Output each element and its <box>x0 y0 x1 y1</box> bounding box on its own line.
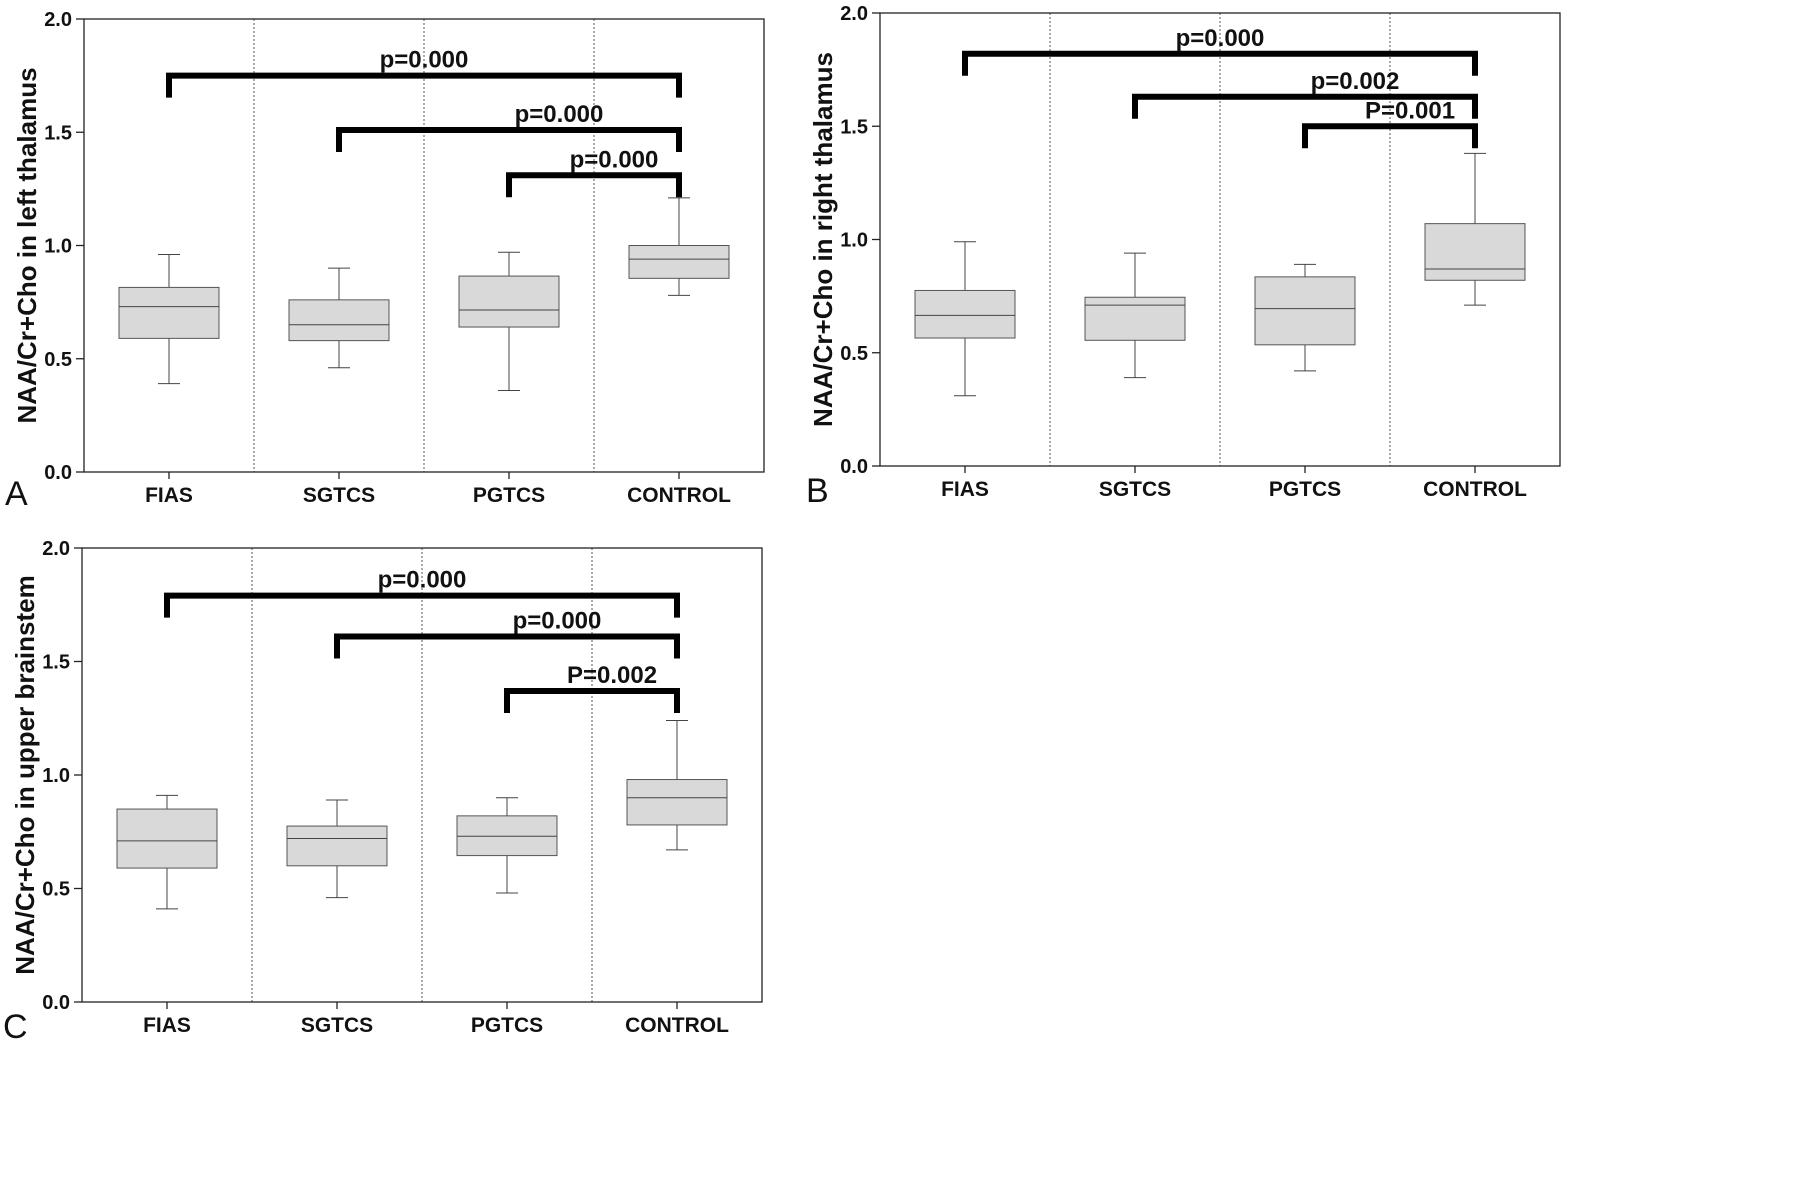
box-plot-sgtcs <box>1084 252 1186 379</box>
bracket-line <box>506 172 682 198</box>
box-plot-pgtcs <box>456 797 558 894</box>
y-tick-label: 1.5 <box>44 122 72 144</box>
p-value-label: p=0.000 <box>380 47 469 74</box>
y-tick-label: 1.5 <box>840 116 868 138</box>
y-tick-label: 0.5 <box>44 349 72 371</box>
panel-label: A <box>5 475 28 513</box>
y-tick-label: 1.5 <box>42 652 70 674</box>
panel-a-chart: 0.0 0.5 1.0 1.5 2.0 NAA/Cr+Cho in left thalam… <box>5 9 765 513</box>
significance-bracket: p=0.000 <box>166 47 682 98</box>
x-tick-label: CONTROL <box>625 1014 729 1037</box>
p-value-label: p=0.000 <box>1176 25 1265 52</box>
p-value-label: P=0.002 <box>567 662 657 689</box>
p-value-label: p=0.000 <box>378 567 467 594</box>
significance-bracket: p=0.000 <box>334 608 680 659</box>
y-tick-label: 0.5 <box>42 879 70 901</box>
bracket-line <box>166 72 682 98</box>
x-tick-label: PGTCS <box>1269 478 1341 501</box>
bracket-line <box>962 50 1478 76</box>
x-tick-label: FIAS <box>941 478 989 501</box>
box-plot-control <box>628 197 730 296</box>
x-tick-label: SGTCS <box>303 484 375 507</box>
y-tick-label: 0.0 <box>44 462 72 484</box>
interquartile-box <box>286 825 388 867</box>
bracket-line <box>336 126 682 152</box>
significance-bracket: P=0.002 <box>504 662 680 714</box>
box-plot-control <box>1424 152 1526 306</box>
y-axis-label: NAA/Cr+Cho in right thalamus <box>808 52 838 427</box>
box-plot-pgtcs <box>458 251 560 391</box>
panel-label: B <box>806 472 829 510</box>
bracket-line <box>504 688 680 714</box>
interquartile-box <box>288 299 390 342</box>
x-tick-label: SGTCS <box>301 1014 373 1037</box>
interquartile-box <box>914 289 1016 339</box>
box-plot-sgtcs <box>288 267 390 369</box>
p-value-label: p=0.000 <box>570 146 659 173</box>
significance-bracket: p=0.000 <box>164 567 680 618</box>
bracket-line <box>164 592 680 618</box>
interquartile-box <box>626 779 728 826</box>
bracket-line <box>334 633 680 659</box>
y-tick-label: 2.0 <box>44 9 72 31</box>
significance-bracket: p=0.000 <box>336 101 682 152</box>
bracket-line <box>1302 123 1478 149</box>
y-tick-label: 0.0 <box>840 456 868 478</box>
panel-b-chart: 0.0 0.5 1.0 1.5 2.0 NAA/Cr+Cho in right thala… <box>806 3 1561 510</box>
y-tick-label: 2.0 <box>840 3 868 25</box>
interquartile-box <box>458 275 560 328</box>
y-tick-label: 1.0 <box>42 765 70 787</box>
x-tick-label: PGTCS <box>471 1014 543 1037</box>
box-plot-control <box>626 720 728 851</box>
y-tick-label: 1.0 <box>44 236 72 258</box>
bracket-line <box>1132 93 1478 119</box>
x-tick-label: CONTROL <box>1423 478 1527 501</box>
interquartile-box <box>1424 223 1526 281</box>
x-tick-label: CONTROL <box>627 484 731 507</box>
p-value-label: p=0.002 <box>1311 68 1400 95</box>
p-value-label: P=0.001 <box>1365 97 1455 124</box>
x-tick-label: FIAS <box>145 484 193 507</box>
box-plot-pgtcs <box>1254 263 1356 372</box>
interquartile-box <box>1084 296 1186 341</box>
y-axis-label: NAA/Cr+Cho in upper brainstem <box>10 575 40 974</box>
y-tick-label: 2.0 <box>42 538 70 560</box>
interquartile-box <box>1254 276 1356 346</box>
interquartile-box <box>628 245 730 279</box>
interquartile-box <box>118 286 220 339</box>
y-axis-label: NAA/Cr+Cho in left thalamus <box>12 67 42 423</box>
box-plot-sgtcs <box>286 799 388 899</box>
box-plot-fias <box>914 241 1016 397</box>
significance-bracket: P=0.001 <box>1302 97 1478 149</box>
significance-bracket: p=0.002 <box>1132 68 1478 119</box>
interquartile-box <box>116 808 218 869</box>
y-tick-label: 1.0 <box>840 230 868 252</box>
panel-label: C <box>3 1008 28 1046</box>
y-tick-label: 0.5 <box>840 343 868 365</box>
y-tick-label: 0.0 <box>42 992 70 1014</box>
p-value-label: p=0.000 <box>515 101 604 128</box>
significance-bracket: p=0.000 <box>962 25 1478 76</box>
box-plot-fias <box>116 794 218 910</box>
p-value-label: p=0.000 <box>513 608 602 635</box>
x-tick-label: SGTCS <box>1099 478 1171 501</box>
box-plot-fias <box>118 254 220 385</box>
x-tick-label: PGTCS <box>473 484 545 507</box>
x-tick-label: FIAS <box>143 1014 191 1037</box>
significance-bracket: p=0.000 <box>506 146 682 198</box>
interquartile-box <box>456 815 558 857</box>
